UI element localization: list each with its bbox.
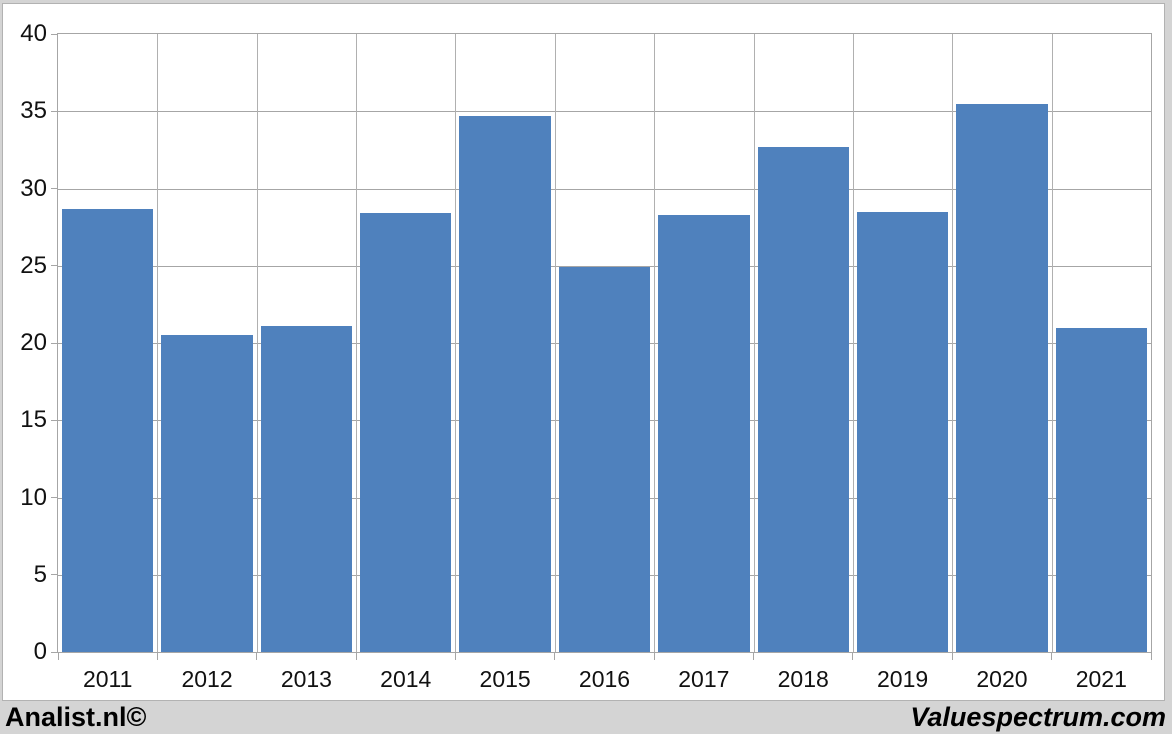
y-axis-label-15: 15 bbox=[20, 406, 47, 434]
x-axis-tick bbox=[454, 652, 456, 660]
bar-2014 bbox=[360, 213, 452, 652]
vertical-gridline bbox=[852, 34, 854, 652]
y-axis-tick bbox=[51, 33, 58, 35]
x-axis-tick bbox=[1051, 652, 1053, 660]
x-axis-tick bbox=[256, 652, 258, 660]
y-axis-tick bbox=[51, 651, 58, 653]
x-axis-tick bbox=[554, 652, 556, 660]
vertical-gridline bbox=[654, 34, 656, 652]
vertical-gridline bbox=[554, 34, 556, 652]
y-axis-label-30: 30 bbox=[20, 174, 47, 202]
attribution-left: Analist.nl© bbox=[5, 702, 147, 732]
y-axis-label-40: 40 bbox=[20, 20, 47, 47]
x-axis-tick bbox=[355, 652, 357, 660]
x-axis-tick bbox=[156, 652, 158, 660]
bar-2020 bbox=[956, 103, 1048, 652]
bar-2019 bbox=[856, 211, 949, 652]
vertical-gridline bbox=[753, 34, 755, 652]
y-axis-label-10: 10 bbox=[20, 483, 47, 511]
x-axis-tick bbox=[753, 652, 755, 660]
y-axis-label-0: 0 bbox=[33, 638, 47, 665]
bar-2016 bbox=[558, 267, 651, 652]
vertical-gridline bbox=[455, 34, 457, 652]
x-axis-label-2021: 2021 bbox=[1075, 666, 1127, 692]
bar-2013 bbox=[260, 326, 353, 652]
y-axis-tick bbox=[51, 574, 58, 576]
x-axis-tick bbox=[951, 652, 953, 660]
x-axis-label-2019: 2019 bbox=[877, 666, 929, 692]
x-axis-tick bbox=[1150, 652, 1152, 660]
attribution-right: Valuespectrum.com bbox=[910, 702, 1166, 732]
y-axis-tick bbox=[51, 188, 58, 189]
vertical-gridline bbox=[1051, 34, 1053, 652]
x-axis-tick bbox=[57, 652, 59, 660]
bar-2015 bbox=[459, 115, 551, 652]
x-axis-label-2014: 2014 bbox=[380, 666, 432, 692]
plot-area: 0 5 10 15 20 25 30 35 40 2011 2012 2013 2014 2015 2016… bbox=[20, 20, 1152, 692]
x-axis-tick bbox=[653, 652, 655, 660]
chart-panel: 0 5 10 15 20 25 30 35 40 2011 2012 2013 2014 2015 2016… bbox=[3, 4, 1164, 700]
x-axis-label-2017: 2017 bbox=[678, 666, 730, 692]
y-axis-tick bbox=[51, 110, 58, 112]
y-axis-tick bbox=[51, 419, 58, 421]
vertical-gridline bbox=[952, 34, 954, 652]
bar-2021 bbox=[1055, 327, 1147, 652]
y-axis-label-25: 25 bbox=[20, 251, 47, 279]
y-axis-label-5: 5 bbox=[33, 560, 47, 588]
horizontal-gridline-35 bbox=[58, 111, 1151, 113]
bar-2017 bbox=[658, 214, 750, 652]
vertical-gridline bbox=[356, 34, 358, 652]
y-axis-tick bbox=[51, 342, 58, 344]
y-axis-tick bbox=[51, 497, 58, 498]
y-axis-label-35: 35 bbox=[20, 97, 47, 125]
y-axis-label-20: 20 bbox=[20, 329, 47, 356]
x-axis-label-2018: 2018 bbox=[777, 666, 829, 692]
y-axis-tick bbox=[51, 265, 58, 267]
x-axis-label-2016: 2016 bbox=[578, 666, 631, 692]
horizontal-gridline-30 bbox=[58, 188, 1151, 190]
x-axis-label-2011: 2011 bbox=[82, 666, 133, 692]
vertical-gridline bbox=[157, 34, 159, 652]
x-axis-label-2020: 2020 bbox=[976, 666, 1028, 692]
x-axis-tick bbox=[852, 652, 854, 660]
bar-2011 bbox=[62, 208, 154, 652]
bar-2018 bbox=[757, 146, 849, 652]
horizontal-gridline-25 bbox=[58, 265, 1151, 267]
bar-2012 bbox=[161, 335, 253, 652]
x-axis-label-2015: 2015 bbox=[479, 666, 531, 692]
x-axis-label-2013: 2013 bbox=[280, 666, 332, 692]
x-axis-label-2012: 2012 bbox=[181, 666, 233, 692]
vertical-gridline bbox=[256, 34, 258, 652]
